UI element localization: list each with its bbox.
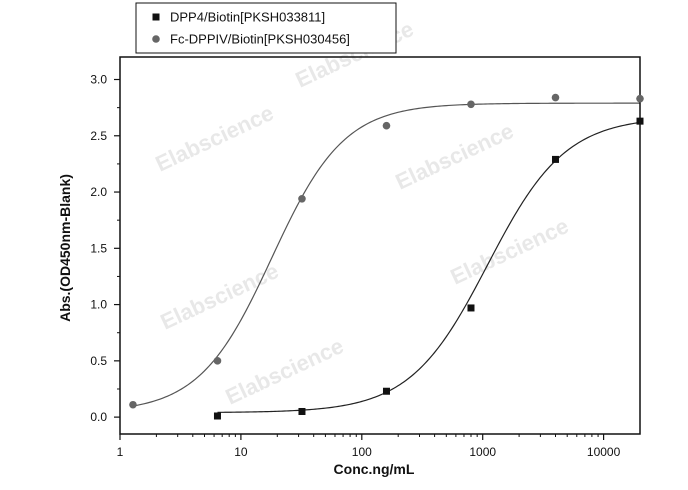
legend-label: Fc-DPPIV/Biotin[PKSH030456] <box>170 32 350 47</box>
y-axis-title: Abs.(OD450nm-Blank) <box>57 174 73 322</box>
data-point-square <box>467 304 475 312</box>
data-points <box>129 93 644 420</box>
x-tick-label: 10 <box>234 445 248 459</box>
fit-curves <box>132 102 641 413</box>
fit-curve <box>132 102 640 407</box>
y-tick-label: 1.0 <box>90 298 107 312</box>
legend-marker-circle <box>152 35 160 43</box>
x-tick-label: 100 <box>352 445 372 459</box>
data-point-circle <box>129 400 137 409</box>
legend-label: DPP4/Biotin[PKSH033811] <box>170 10 325 25</box>
x-tick-label: 1000 <box>469 445 496 459</box>
data-point-square <box>551 155 559 163</box>
x-axis-title: Conc.ng/mL <box>334 461 415 477</box>
plot-frame <box>119 56 641 435</box>
axis-ticks: 1 10 100 1000 10000 0.0 0.5 1.0 1.5 2.0 2.5 3.0 <box>90 73 620 459</box>
data-point-circle <box>636 94 644 103</box>
data-point-square <box>213 412 221 420</box>
watermark-text: Elabscience <box>157 258 283 334</box>
legend-box <box>135 2 397 54</box>
data-point-square <box>382 387 390 395</box>
watermark-text: Elabscience <box>152 100 278 176</box>
x-tick-label: 1 <box>117 445 124 459</box>
y-tick-label: 3.0 <box>90 73 107 87</box>
watermark-text: Elabscience <box>222 333 348 409</box>
y-tick-label: 0.0 <box>90 410 107 424</box>
watermark-layer: Elabscience ElabscienceElabscienceElabsci… <box>152 16 573 409</box>
data-point-circle <box>551 93 560 102</box>
data-point-circle <box>467 100 475 109</box>
data-point-square <box>636 117 644 125</box>
legend: DPP4/Biotin[PKSH033811] Fc-DPPIV/Biotin[P… <box>135 2 397 54</box>
watermark-text: Elabscience <box>392 118 518 194</box>
y-tick-label: 1.5 <box>90 241 107 255</box>
data-point-circle <box>382 121 391 130</box>
fit-curve <box>217 121 641 413</box>
y-tick-label: 2.0 <box>90 185 107 199</box>
data-point-square <box>298 407 306 415</box>
data-point-circle <box>213 357 222 365</box>
x-tick-label: 10000 <box>587 445 621 459</box>
legend-marker-square <box>152 13 160 21</box>
y-tick-label: 0.5 <box>90 354 107 368</box>
y-tick-label: 2.5 <box>90 129 107 143</box>
data-point-circle <box>298 194 306 203</box>
